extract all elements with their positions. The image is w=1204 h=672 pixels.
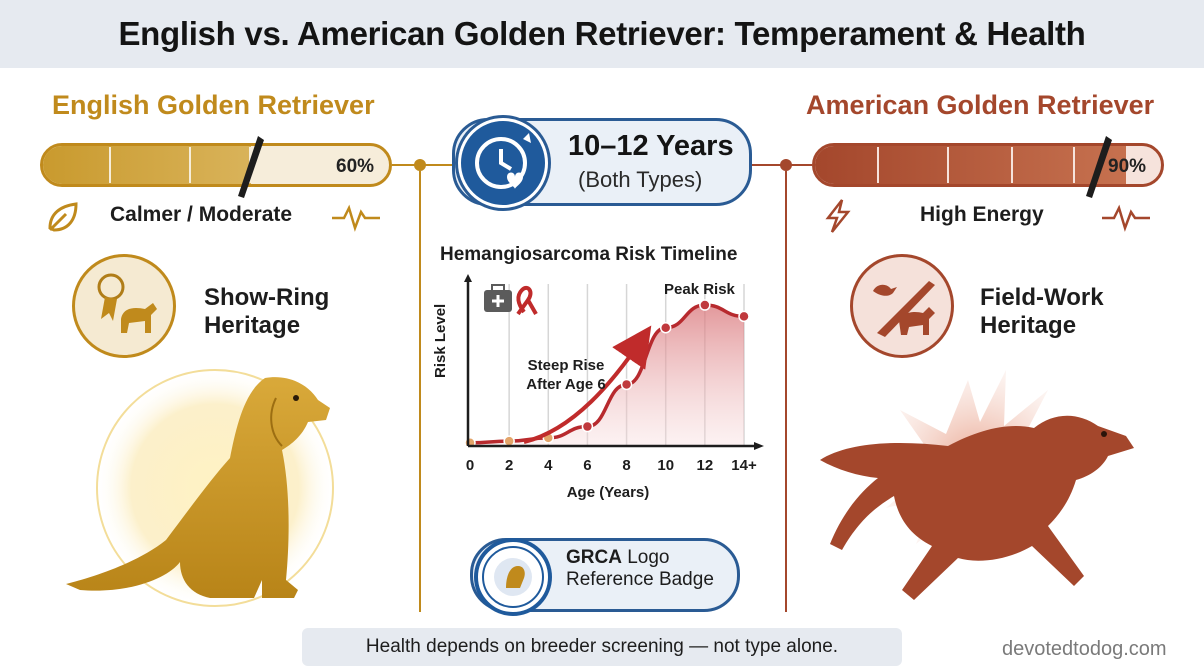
risk-point	[503, 435, 515, 447]
english-heritage: Show-Ring Heritage	[204, 284, 330, 339]
x-tick-label: 4	[544, 457, 553, 474]
x-tick-label: 6	[583, 457, 591, 474]
lifespan-years: 10–12 Years	[568, 130, 734, 162]
risk-point	[659, 321, 672, 334]
grca-rest: Logo	[621, 547, 670, 568]
x-tick-label: 0	[466, 457, 474, 474]
risk-area	[470, 305, 744, 446]
english-dog-illustration	[66, 368, 335, 608]
leaf-icon	[48, 202, 78, 232]
page-title: English vs. American Golden Retriever: T…	[118, 15, 1086, 52]
x-axis-label: Age (Years)	[566, 484, 650, 501]
american-heritage: Field-Work Heritage	[980, 284, 1104, 339]
ribbon-icon	[516, 285, 538, 316]
english-title: English Golden Retriever	[52, 90, 375, 120]
english-temperament: Calmer / Moderate	[110, 203, 293, 226]
risk-chart: 0 2 4 6 8 10 12 14+	[464, 274, 764, 474]
annotation-peak-risk: Peak Risk	[664, 281, 735, 298]
american-heartbeat-icon	[1102, 204, 1150, 232]
american-dog-illustration	[820, 370, 1134, 600]
heartbeat-icon	[332, 204, 380, 232]
grca-bold: GRCA	[566, 547, 622, 568]
risk-point	[738, 310, 750, 323]
brand-watermark: devotedtodog.com	[1002, 638, 1167, 660]
grca-badge-line2: Reference Badge	[566, 569, 714, 590]
lifespan-note: (Both Types)	[578, 167, 703, 192]
footer-note: Health depends on breeder screening — no…	[302, 628, 902, 666]
show-ring-icon	[72, 254, 176, 358]
steep-rise-arrow	[523, 325, 652, 444]
x-tick-label: 2	[505, 457, 513, 474]
medical-kit-icon	[484, 284, 512, 312]
american-needle-icon	[1086, 136, 1112, 198]
english-energy-percent: 60%	[336, 156, 375, 177]
annotation-steep-rise: Steep Rise After Age 6	[526, 357, 606, 393]
clock-heart-icon	[458, 118, 548, 208]
chart-title: Hemangiosarcoma Risk Timeline	[440, 244, 738, 265]
american-energy-percent: 90%	[1108, 156, 1147, 177]
title-bar: English vs. American Golden Retriever: T…	[0, 0, 1204, 68]
grca-badge-line1: GRCA Logo	[566, 547, 670, 569]
risk-point	[581, 420, 594, 433]
american-temperament: High Energy	[920, 203, 1044, 226]
grca-seal-icon	[474, 538, 552, 616]
american-meter-segments	[877, 147, 1075, 183]
risk-line	[469, 303, 745, 445]
x-tick-label: 12	[697, 457, 714, 474]
x-tick-label: 8	[622, 457, 630, 474]
x-tick-label: 10	[657, 457, 674, 474]
field-work-icon	[850, 254, 954, 358]
y-axis-label: Risk Level	[432, 303, 449, 378]
risk-point	[699, 299, 711, 311]
english-energy-meter	[40, 143, 392, 187]
risk-point	[620, 378, 633, 391]
english-needle-icon	[238, 136, 264, 198]
lightning-icon	[825, 199, 851, 233]
american-title: American Golden Retriever	[806, 90, 1155, 120]
x-tick-label: 14+	[731, 457, 757, 474]
english-energy-fill	[43, 146, 251, 184]
x-tick-labels: 0 2 4 6 8 10 12 14+	[466, 457, 757, 474]
